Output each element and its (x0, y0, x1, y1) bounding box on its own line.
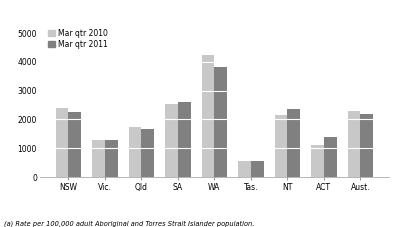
Bar (214, 67, 227, 177)
Bar (251, 161, 264, 177)
Bar (360, 114, 373, 177)
Text: (a) Rate per 100,000 adult Aboriginal and Torres Strait Islander population.: (a) Rate per 100,000 adult Aboriginal an… (4, 220, 254, 227)
Bar (105, 140, 118, 177)
Bar (311, 145, 324, 177)
Bar (275, 115, 287, 177)
Bar (238, 161, 251, 177)
Bar (56, 108, 68, 177)
Legend: Mar qtr 2010, Mar qtr 2011: Mar qtr 2010, Mar qtr 2011 (47, 28, 109, 49)
Bar (141, 129, 154, 177)
Bar (129, 127, 141, 177)
Bar (287, 109, 300, 177)
Bar (68, 112, 81, 177)
Bar (92, 140, 105, 177)
Bar (202, 55, 214, 177)
Bar (348, 111, 360, 177)
Bar (324, 137, 337, 177)
Bar (178, 101, 191, 177)
Bar (165, 104, 178, 177)
